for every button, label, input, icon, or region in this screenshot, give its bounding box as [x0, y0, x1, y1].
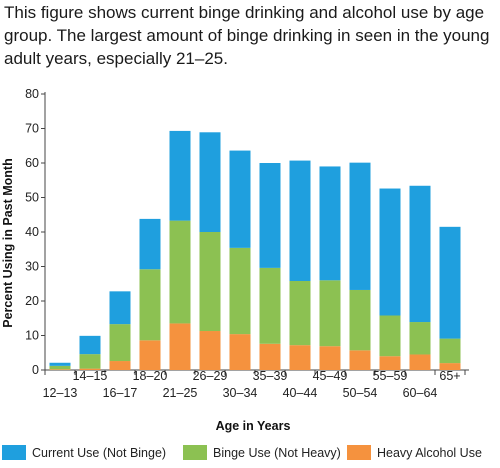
- x-axis-title: Age in Years: [216, 419, 291, 433]
- bar-segment-current-use-not-binge: [259, 163, 281, 268]
- bar-segment-current-use-not-binge: [409, 185, 431, 323]
- bar-segment-binge-use-not-heavy: [349, 289, 371, 351]
- legend-swatch: [347, 445, 371, 460]
- bar-segment-current-use-not-binge: [199, 132, 221, 232]
- x-tick-label: 18–20: [133, 369, 168, 383]
- y-tick-label: 30: [25, 260, 39, 274]
- bar-segment-binge-use-not-heavy: [49, 365, 71, 370]
- bar-segment-binge-use-not-heavy: [439, 338, 461, 364]
- x-tick-label: 65+: [439, 369, 460, 383]
- bar-segment-heavy-alcohol-use: [349, 350, 371, 370]
- bar-plot-area: [49, 130, 461, 370]
- bar-segment-heavy-alcohol-use: [109, 361, 131, 370]
- bar-segment-heavy-alcohol-use: [49, 369, 71, 370]
- bar-segment-current-use-not-binge: [49, 362, 71, 366]
- bar-segment-current-use-not-binge: [169, 130, 191, 221]
- bar-segment-binge-use-not-heavy: [289, 280, 311, 346]
- bar-segment-current-use-not-binge: [289, 160, 311, 281]
- bar-segment-binge-use-not-heavy: [109, 324, 131, 362]
- bar-segment-heavy-alcohol-use: [139, 340, 161, 370]
- bar-segment-heavy-alcohol-use: [199, 331, 221, 370]
- bar-segment-binge-use-not-heavy: [79, 354, 101, 369]
- bar-segment-binge-use-not-heavy: [169, 220, 191, 324]
- bar-segment-heavy-alcohol-use: [439, 363, 461, 370]
- y-tick-label: 80: [25, 87, 39, 101]
- bar-segment-binge-use-not-heavy: [319, 280, 341, 347]
- bar-segment-heavy-alcohol-use: [409, 354, 431, 370]
- x-tick-label: 35–39: [253, 369, 288, 383]
- y-tick-label: 20: [25, 294, 39, 308]
- bar-segment-binge-use-not-heavy: [409, 322, 431, 355]
- x-tick-label: 55–59: [373, 369, 408, 383]
- x-tick-label: 26–29: [193, 369, 228, 383]
- x-tick-label: 16–17: [103, 386, 138, 400]
- x-tick-label: 60–64: [403, 386, 438, 400]
- x-tick-label: 45–49: [313, 369, 348, 383]
- legend-label: Current Use (Not Binge): [32, 446, 166, 460]
- x-axis-tick-labels: 12–13 14–15 16–17 18–20 21–25 26–29 30–34 35–39…: [43, 369, 461, 400]
- legend-swatch: [2, 445, 26, 460]
- bar-segment-current-use-not-binge: [79, 335, 101, 355]
- y-axis-title: Percent Using in Past Month: [1, 158, 15, 327]
- bar-segment-current-use-not-binge: [349, 162, 371, 290]
- bar-segment-heavy-alcohol-use: [319, 346, 341, 370]
- stacked-bar-chart: Percent Using in Past Month 0 10 20 30 40 50 6…: [1, 87, 482, 460]
- bar-segment-binge-use-not-heavy: [199, 232, 221, 332]
- x-tick-label: 14–15: [73, 369, 108, 383]
- y-tick-label: 60: [25, 156, 39, 170]
- bar-segment-current-use-not-binge: [139, 218, 161, 270]
- bar-segment-current-use-not-binge: [319, 166, 341, 281]
- bar-segment-current-use-not-binge: [229, 150, 251, 248]
- bar-segment-binge-use-not-heavy: [229, 247, 251, 335]
- bar-segment-current-use-not-binge: [439, 226, 461, 339]
- bar-segment-current-use-not-binge: [379, 188, 401, 316]
- bar-segment-heavy-alcohol-use: [379, 356, 401, 370]
- x-tick-label: 21–25: [163, 386, 198, 400]
- bar-segment-heavy-alcohol-use: [289, 345, 311, 370]
- legend: Current Use (Not Binge) Binge Use (Not He…: [2, 445, 482, 460]
- y-tick-label: 0: [32, 363, 39, 377]
- x-tick-label: 30–34: [223, 386, 258, 400]
- legend-swatch: [183, 445, 207, 460]
- bar-segment-binge-use-not-heavy: [139, 269, 161, 341]
- bar-segment-heavy-alcohol-use: [169, 323, 191, 370]
- x-tick-label: 40–44: [283, 386, 318, 400]
- figure-caption: This figure shows current binge drinking…: [4, 3, 490, 68]
- bar-segment-binge-use-not-heavy: [379, 315, 401, 357]
- bar-segment-current-use-not-binge: [109, 291, 131, 325]
- x-axis: [44, 92, 469, 375]
- x-tick-label: 12–13: [43, 386, 78, 400]
- y-tick-label: 50: [25, 191, 39, 205]
- y-tick-label: 10: [25, 329, 39, 343]
- bar-segment-heavy-alcohol-use: [259, 343, 281, 370]
- bar-segment-binge-use-not-heavy: [259, 267, 281, 344]
- y-tick-label: 40: [25, 225, 39, 239]
- bar-segment-heavy-alcohol-use: [79, 368, 101, 370]
- bar-segment-heavy-alcohol-use: [229, 334, 251, 370]
- legend-label: Heavy Alcohol Use: [377, 446, 482, 460]
- y-axis-ticks: 0 10 20 30 40 50 60 70 80: [25, 87, 45, 377]
- y-tick-label: 70: [25, 122, 39, 136]
- x-tick-label: 50–54: [343, 386, 378, 400]
- legend-label: Binge Use (Not Heavy): [213, 446, 341, 460]
